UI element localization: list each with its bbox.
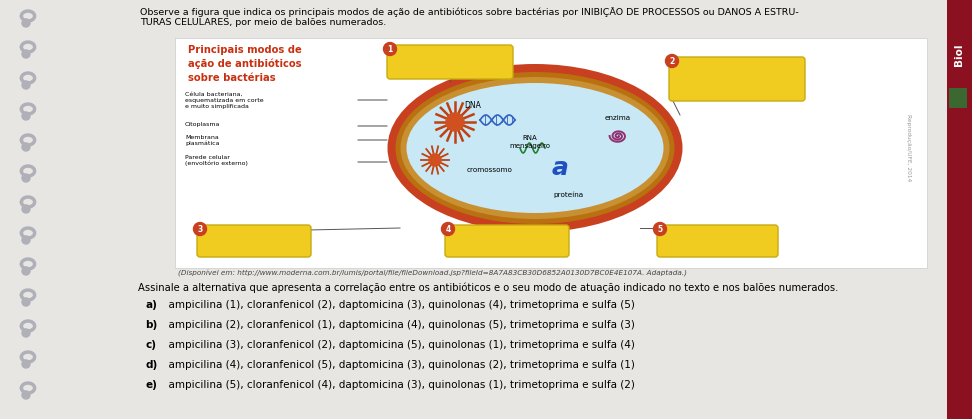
Text: TURAS CELULARES, por meio de balões numerados.: TURAS CELULARES, por meio de balões nume… [140, 18, 386, 27]
Circle shape [22, 205, 30, 213]
Circle shape [22, 143, 30, 151]
Circle shape [441, 222, 455, 235]
Text: RNA
mensageiro: RNA mensageiro [509, 135, 550, 148]
FancyBboxPatch shape [657, 225, 778, 257]
FancyBboxPatch shape [669, 57, 805, 101]
Circle shape [384, 42, 397, 55]
Circle shape [22, 360, 30, 368]
Text: Assinale a alternativa que apresenta a correlação entre os antibióticos e o seu : Assinale a alternativa que apresenta a c… [138, 282, 839, 292]
Text: Célula bacteriana,
esquematizada em corte
e muito simplificada: Célula bacteriana, esquematizada em cort… [185, 92, 263, 109]
Ellipse shape [400, 77, 670, 219]
Text: Observe a figura que indica os principais modos de ação de antibióticos sobre ba: Observe a figura que indica os principai… [140, 7, 799, 17]
Text: Parede celular
(envoltório externo): Parede celular (envoltório externo) [185, 155, 248, 166]
Circle shape [429, 154, 441, 166]
Ellipse shape [396, 72, 675, 224]
Circle shape [22, 112, 30, 120]
FancyBboxPatch shape [387, 45, 513, 79]
Text: ampicilina (3), cloranfenicol (2), daptomicina (5), quinolonas (1), trimetoprima: ampicilina (3), cloranfenicol (2), dapto… [162, 340, 635, 350]
Circle shape [22, 174, 30, 182]
Circle shape [22, 50, 30, 58]
Text: cromossomo: cromossomo [468, 167, 513, 173]
Circle shape [22, 329, 30, 337]
Text: enzima: enzima [605, 115, 631, 121]
Text: Membrana
plasmática: Membrana plasmática [185, 135, 220, 146]
Text: 4: 4 [445, 225, 451, 233]
Text: Biol: Biol [954, 44, 964, 66]
Text: ampicilina (1), cloranfenicol (2), daptomicina (3), quinolonas (4), trimetoprima: ampicilina (1), cloranfenicol (2), dapto… [162, 300, 635, 310]
Text: (Disponível em: http://www.moderna.com.br/lumis/portal/file/fileDownload.jsp?fil: (Disponível em: http://www.moderna.com.b… [178, 270, 687, 277]
Circle shape [653, 222, 667, 235]
Text: e): e) [145, 380, 156, 390]
Text: d): d) [145, 360, 157, 370]
Text: b): b) [145, 320, 157, 330]
FancyBboxPatch shape [197, 225, 311, 257]
Circle shape [22, 236, 30, 244]
Text: ampicilina (5), cloranfenicol (4), daptomicina (3), quinolonas (1), trimetoprima: ampicilina (5), cloranfenicol (4), dapto… [162, 380, 635, 390]
Circle shape [22, 19, 30, 27]
Text: ampicilina (4), cloranfenicol (5), daptomicina (3), quinolonas (2), trimetoprima: ampicilina (4), cloranfenicol (5), dapto… [162, 360, 635, 370]
Text: Citoplasma: Citoplasma [185, 122, 221, 127]
Circle shape [22, 81, 30, 89]
Ellipse shape [388, 64, 682, 232]
Text: a: a [551, 156, 569, 180]
Circle shape [22, 298, 30, 306]
Text: 1: 1 [388, 44, 393, 54]
Circle shape [666, 54, 678, 67]
Text: ampicilina (2), cloranfenicol (1), daptomicina (4), quinolonas (5), trimetoprima: ampicilina (2), cloranfenicol (1), dapto… [162, 320, 635, 330]
Ellipse shape [406, 83, 664, 213]
Text: a): a) [145, 300, 156, 310]
Circle shape [22, 267, 30, 275]
Text: 5: 5 [657, 225, 663, 233]
Circle shape [22, 391, 30, 399]
Text: Principais modos de
ação de antibióticos
sobre bactérias: Principais modos de ação de antibióticos… [188, 45, 301, 83]
Circle shape [446, 113, 464, 131]
FancyBboxPatch shape [947, 0, 972, 419]
Circle shape [193, 222, 206, 235]
Text: 3: 3 [197, 225, 202, 233]
FancyBboxPatch shape [175, 38, 927, 268]
Text: Reprodução/UFE, 2014: Reprodução/UFE, 2014 [906, 114, 911, 181]
Text: c): c) [145, 340, 156, 350]
Text: proteína: proteína [553, 192, 583, 198]
Text: DNA: DNA [465, 101, 481, 109]
FancyBboxPatch shape [949, 88, 967, 108]
Text: 2: 2 [670, 57, 675, 65]
FancyBboxPatch shape [445, 225, 569, 257]
